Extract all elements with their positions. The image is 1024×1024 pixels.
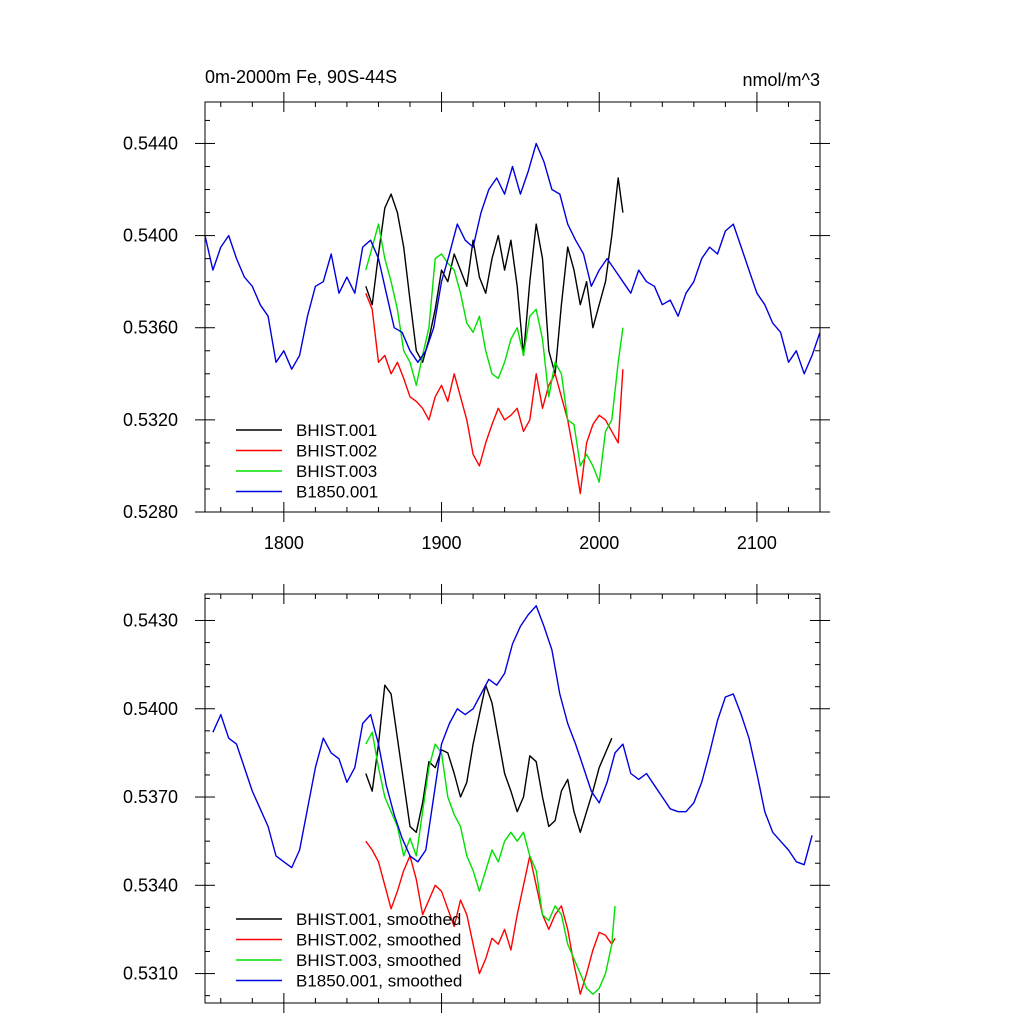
legend-label: BHIST.002 (296, 442, 377, 461)
top-panel: 1800 1900 2000 2100 0.5280 0.5320 0.5360 0.5400… (123, 67, 830, 553)
y-tick-label: 0.5440 (123, 133, 178, 153)
x-tick-label: 2100 (737, 533, 777, 553)
x-tick-label: 2000 (579, 533, 619, 553)
legend-label: BHIST.001, smoothed (296, 910, 461, 929)
y-tick-label: 0.5400 (123, 226, 178, 246)
legend-label: BHIST.001 (296, 421, 377, 440)
series-line-1 (365, 177, 624, 375)
series-line-4 (205, 142, 820, 375)
x-tick-label: 1900 (422, 533, 462, 553)
y-tick-label: 0.5340 (123, 875, 178, 895)
chart-units: nmol/m^3 (743, 70, 820, 90)
series-line-1 (365, 684, 613, 833)
y-tick-label: 0.5430 (123, 610, 178, 630)
y-tick-label: 0.5370 (123, 787, 178, 807)
legend-label: B1850.001 (296, 483, 378, 502)
legend-label: BHIST.002, smoothed (296, 931, 461, 950)
legend-label: BHIST.003, smoothed (296, 951, 461, 970)
y-tick-label: 0.5400 (123, 699, 178, 719)
bottom-panel: 0.5310 0.5340 0.5370 0.5400 0.5430 BHIST.001,… (123, 584, 830, 1013)
y-tick-label: 0.5320 (123, 410, 178, 430)
legend: BHIST.001, smoothed BHIST.002, smoothedBH… (236, 910, 462, 991)
y-tick-label: 0.5310 (123, 964, 178, 984)
y-tick-label: 0.5360 (123, 318, 178, 338)
series-line-3 (365, 223, 624, 483)
legend-label: BHIST.003 (296, 462, 377, 481)
y-tick-label: 0.5280 (123, 502, 178, 522)
x-tick-label: 1800 (264, 533, 304, 553)
series-line-3 (365, 731, 616, 995)
plot-frame (204, 101, 821, 513)
chart-title: 0m-2000m Fe, 90S-44S (205, 67, 397, 87)
plot-frame (204, 593, 821, 1004)
series-line-2 (365, 840, 616, 995)
series-line-2 (365, 292, 624, 495)
legend-label: B1850.001, smoothed (296, 972, 462, 991)
series-line-4 (212, 605, 813, 869)
